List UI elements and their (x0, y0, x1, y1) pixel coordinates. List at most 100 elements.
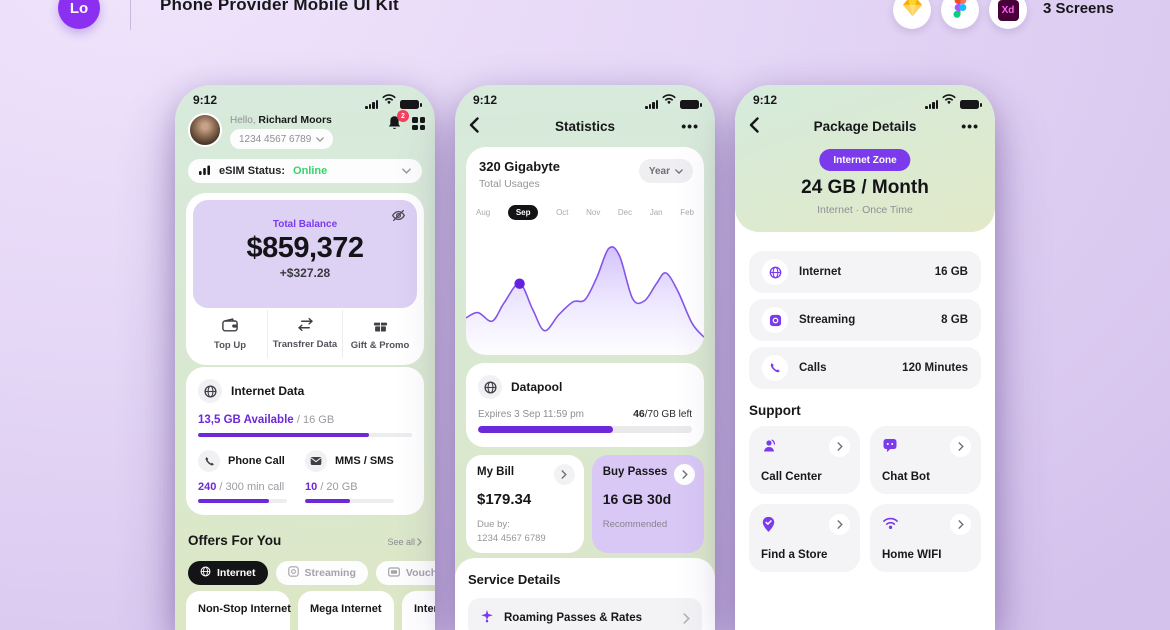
phone-call-used: 240 (198, 481, 217, 493)
gift-promo-button[interactable]: Gift & Promo (342, 310, 417, 358)
voucher-icon (387, 566, 400, 580)
see-all-link[interactable]: See all (387, 537, 422, 547)
usage-chart (466, 246, 704, 355)
phone-number-dropdown[interactable]: 1234 4567 6789 (230, 129, 334, 149)
datapool-left-rest: /70 GB left (644, 409, 692, 420)
chat-bot-card[interactable]: Chat Bot (870, 426, 981, 494)
bill-due: Due by: 1234 4567 6789 (477, 518, 573, 546)
offer-title: Non-Stop Internet (198, 603, 291, 615)
data-available-line: 13,5 GB Available / 16 GB (198, 414, 412, 426)
support-card-label: Chat Bot (882, 471, 930, 483)
wifi-icon (662, 91, 676, 109)
call-center-card[interactable]: Call Center (749, 426, 860, 494)
service-details-sheet: Service Details Roaming Passes & Rates (455, 558, 715, 630)
esim-status-selector[interactable]: eSIM Status: Online (188, 159, 422, 183)
globe-icon (478, 375, 502, 399)
wallet-icon (222, 317, 238, 337)
chevron-right-icon (950, 514, 971, 535)
top-up-button[interactable]: Top Up (193, 310, 267, 358)
globe-icon (198, 379, 222, 403)
cellular-icon (645, 100, 658, 109)
bill-amount: $179.34 (477, 491, 532, 508)
datapool-left-value: 46 (633, 408, 645, 420)
month-label[interactable]: Jan (649, 208, 663, 217)
bill-due-number: 1234 4567 6789 (477, 532, 546, 544)
more-options-button[interactable]: ••• (961, 118, 979, 134)
roaming-passes-row[interactable]: Roaming Passes & Rates (468, 598, 702, 630)
datapool-remaining: 46/70 GB left (633, 408, 692, 420)
chip-streaming[interactable]: Streaming (275, 561, 368, 585)
nav-title: Statistics (554, 119, 616, 134)
home-wifi-card[interactable]: Home WIFI (870, 504, 981, 572)
hide-balance-button[interactable] (391, 209, 406, 227)
transfer-data-button[interactable]: Transfrer Data (267, 310, 342, 358)
support-card-label: Home WIFI (882, 549, 942, 561)
plan-title: 24 GB / Month (801, 177, 929, 198)
balance-panel: Total Balance $859,372 +$327.28 (193, 200, 417, 308)
internet-data-header: Internet Data (198, 379, 412, 403)
status-icons (925, 91, 982, 109)
chart-title: 320 Gigabyte (479, 159, 560, 174)
app-logo: Lo (58, 0, 100, 29)
chevron-right-icon (683, 612, 690, 624)
offer-card[interactable]: Internet (402, 591, 435, 630)
cellular-icon (925, 100, 938, 109)
buy-passes-card[interactable]: Buy Passes 16 GB 30d Recommended (591, 455, 704, 553)
gift-icon (373, 318, 388, 337)
find-store-card[interactable]: Find a Store (749, 504, 860, 572)
row-value: 120 Minutes (902, 362, 968, 374)
month-label[interactable]: Oct (556, 208, 569, 217)
range-selector[interactable]: Year (638, 159, 693, 183)
apps-grid-button[interactable] (412, 117, 425, 130)
xd-badge: Xd (989, 0, 1027, 29)
balance-label: Total Balance (272, 219, 338, 230)
month-label[interactable]: Nov (586, 208, 601, 217)
plan-subtitle: Internet · Once Time (817, 204, 913, 216)
offer-card[interactable]: Non-Stop Internet (186, 591, 291, 630)
notifications-button[interactable]: 2 (387, 110, 409, 135)
internet-data-title: Internet Data (231, 384, 305, 398)
chip-label: Streaming (304, 567, 356, 579)
battery-icon (680, 100, 702, 109)
figma-badge (941, 0, 979, 29)
notification-badge: 2 (397, 110, 409, 122)
avatar[interactable] (188, 113, 222, 147)
my-bill-card[interactable]: My Bill $179.34 Due by: 1234 4567 6789 (466, 455, 584, 553)
offer-card[interactable]: Mega Internet (298, 591, 394, 630)
package-row-streaming: Streaming 8 GB (749, 299, 981, 341)
status-bar: 9:12 (753, 91, 982, 109)
mms-label: MMS / SMS (335, 455, 394, 467)
package-row-calls: Calls 120 Minutes (749, 347, 981, 389)
data-total-value: / 16 GB (296, 414, 335, 426)
row-label: Internet (799, 266, 842, 278)
back-button[interactable] (749, 117, 759, 138)
logo-text: Lo (69, 0, 89, 17)
more-options-button[interactable]: ••• (681, 118, 699, 134)
chip-voucher[interactable]: Voucher (375, 561, 435, 585)
xd-icon: Xd (997, 0, 1019, 21)
figma-icon (953, 0, 968, 23)
month-label[interactable]: Aug (476, 208, 491, 217)
chevron-right-icon (829, 514, 850, 535)
greeting: Hello, Richard Moors (230, 114, 332, 126)
chip-label: Voucher (405, 567, 435, 579)
status-time: 9:12 (753, 93, 778, 107)
chevron-down-icon (675, 168, 683, 174)
chevron-right-icon (950, 436, 971, 457)
chip-internet[interactable]: Internet (188, 561, 268, 585)
see-all-label: See all (387, 537, 415, 547)
offer-filter-chips: Internet Streaming Voucher (188, 561, 435, 585)
support-card-label: Call Center (761, 471, 822, 483)
month-label[interactable]: Dec (617, 208, 633, 217)
header-divider (130, 0, 131, 30)
sketch-badge (893, 0, 931, 29)
chevron-down-icon (402, 168, 411, 174)
month-label-selected[interactable]: Sep (507, 205, 539, 220)
back-button[interactable] (469, 117, 479, 138)
balance-amount: $859,372 (246, 232, 364, 264)
month-labels: Aug Sep Oct Nov Dec Jan Feb (476, 205, 694, 220)
action-label: Transfrer Data (272, 339, 338, 350)
month-label[interactable]: Feb (680, 208, 694, 217)
roaming-plane-icon (480, 609, 494, 628)
